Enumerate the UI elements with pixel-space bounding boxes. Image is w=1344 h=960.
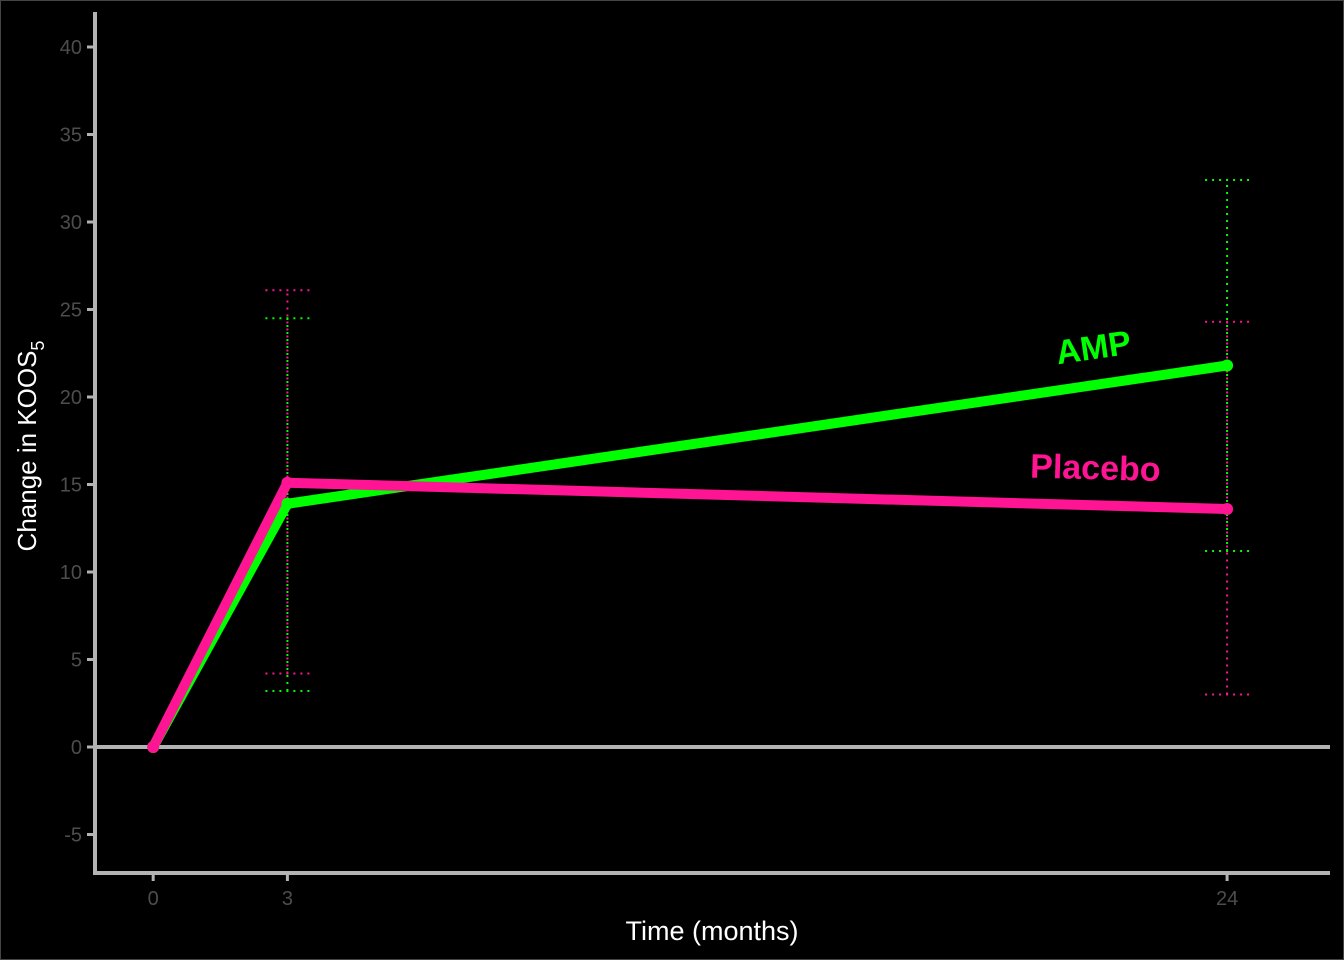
series-points	[147, 359, 1234, 753]
y-axis-title: Change in KOOS5	[12, 341, 48, 552]
y-tick-label: 15	[60, 475, 82, 497]
x-tick-label: 0	[148, 888, 159, 910]
x-tick-label: 3	[282, 888, 293, 910]
axes	[87, 12, 1330, 881]
y-tick-label: 5	[71, 650, 82, 672]
data-point-amp	[281, 497, 294, 510]
error-bars	[265, 179, 1250, 696]
x-tick-label: 24	[1216, 888, 1238, 910]
data-point-placebo	[1221, 503, 1234, 515]
x-axis-title: Time (months)	[625, 916, 798, 946]
y-tick-label: -5	[64, 825, 82, 847]
y-tick-label: 40	[60, 37, 82, 59]
data-point-amp	[1221, 359, 1234, 372]
y-tick-label: 20	[60, 387, 82, 409]
tick-labels: -5 0 5 10 15 20 25 30 35 40 0 3 24	[60, 37, 1238, 910]
y-tick-label: 35	[60, 125, 82, 147]
y-tick-label: 10	[60, 562, 82, 584]
data-point-placebo	[147, 741, 160, 753]
data-point-placebo	[281, 476, 294, 489]
y-tick-label: 30	[60, 212, 82, 234]
y-tick-label: 25	[60, 300, 82, 322]
y-axis-title-main: Change in KOOS	[12, 351, 42, 552]
series-label-placebo: Placebo	[1030, 448, 1161, 490]
y-tick-label: 0	[71, 737, 82, 759]
y-axis-title-subscript: 5	[28, 341, 48, 351]
